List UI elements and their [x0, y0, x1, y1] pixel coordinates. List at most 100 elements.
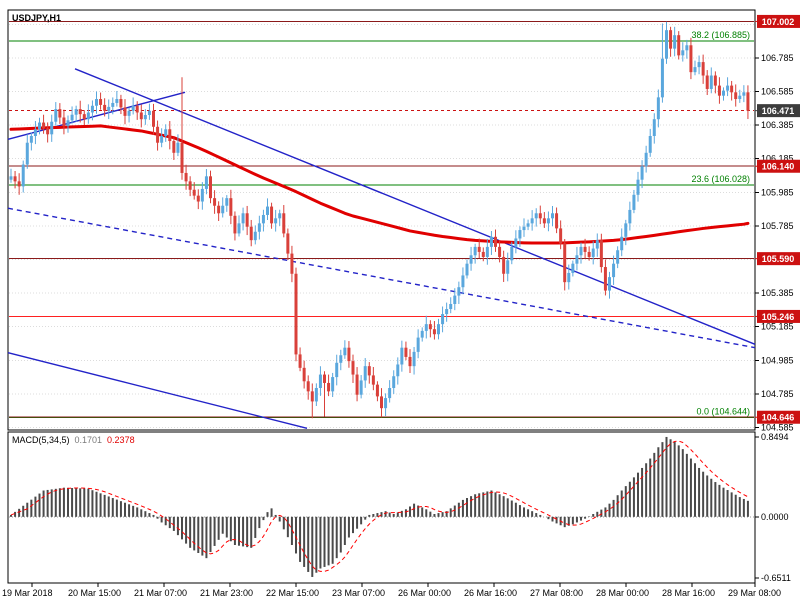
candle-body [616, 250, 620, 264]
candle-body [135, 105, 139, 113]
candle-body [245, 213, 249, 227]
candle-body [74, 109, 78, 115]
candle-body [583, 246, 587, 252]
macd-signal-value: 0.2378 [107, 435, 135, 445]
candle-body [412, 351, 416, 367]
candle-body [567, 272, 571, 283]
candle-body [388, 388, 392, 399]
candle-body [196, 195, 200, 202]
candle-body [538, 213, 542, 219]
candle-body [461, 275, 465, 288]
candle-body [599, 240, 603, 268]
candle-body [445, 309, 449, 315]
moving-average-line [9, 124, 750, 245]
candle-body [465, 263, 469, 276]
candle-body [249, 226, 253, 241]
candle-body [103, 104, 107, 111]
candle-body [335, 362, 339, 378]
candle-body [375, 384, 379, 397]
candle-body [571, 263, 575, 273]
candle-body [660, 58, 664, 98]
candle-body [551, 213, 554, 219]
candle-body [559, 228, 563, 244]
trendline [7, 352, 308, 429]
price-tick-label: 106.385 [761, 120, 794, 130]
time-axis-label: 26 Mar 16:00 [464, 588, 517, 598]
candle-body [722, 90, 725, 96]
candle-body [294, 273, 298, 355]
candle-body [742, 92, 746, 96]
candle-body [180, 142, 184, 173]
candle-body [453, 295, 457, 304]
candle-body [274, 218, 278, 224]
candle-body [396, 364, 400, 377]
candle-body [82, 114, 86, 120]
candle-body [673, 35, 677, 49]
candle-body [156, 126, 160, 143]
candle-body [331, 377, 335, 392]
candle-body [734, 92, 738, 100]
candle-body [685, 45, 689, 51]
candle-body [119, 99, 123, 108]
candle-body [738, 95, 742, 100]
candle-body [636, 179, 640, 195]
candle-body [697, 62, 701, 68]
candle-body [526, 223, 530, 227]
time-axis-label: 23 Mar 07:00 [332, 588, 385, 598]
candle-body [367, 366, 371, 376]
candle-body [143, 115, 147, 120]
candle-body [266, 206, 269, 215]
time-axis-label: 29 Mar 08:00 [728, 588, 781, 598]
candle-body [608, 277, 611, 291]
candle-body [172, 141, 176, 153]
candle-body [424, 324, 428, 331]
price-tick-label: 105.385 [761, 288, 794, 298]
candle-body [286, 233, 290, 254]
candle-body [62, 117, 66, 126]
candle-body [46, 128, 50, 135]
macd-signal-line [10, 440, 749, 572]
candle-body [502, 256, 506, 274]
candle-body [192, 189, 196, 196]
candle-body [351, 361, 355, 375]
macd-main-value: 0.1701 [74, 435, 103, 445]
candle-body [111, 102, 115, 107]
candle-body [270, 206, 274, 224]
price-badge [757, 14, 800, 28]
candle-body [730, 85, 734, 93]
candle-body [17, 181, 21, 187]
candle-body [428, 324, 432, 330]
candle-body [115, 99, 119, 103]
candle-body [363, 366, 367, 381]
candle-body [612, 263, 616, 278]
candle-body [420, 330, 424, 338]
candle-body [473, 246, 477, 256]
candle-body [278, 213, 282, 219]
main-chart-panel[interactable] [7, 9, 756, 431]
candle-body [384, 398, 388, 409]
candle-body [656, 97, 660, 120]
candle-body [70, 114, 74, 121]
time-axis-label: 28 Mar 16:00 [662, 588, 715, 598]
candle-body [9, 176, 13, 180]
candle-body [209, 176, 212, 199]
candle-body [371, 375, 375, 385]
candle-body [579, 246, 583, 256]
price-badge-label: 105.246 [762, 312, 795, 322]
candle-body [648, 136, 652, 153]
trendline [7, 91, 186, 141]
time-axis-label: 28 Mar 00:00 [596, 588, 649, 598]
candle-body [441, 314, 445, 325]
time-axis-label: 27 Mar 08:00 [530, 588, 583, 598]
candle-body [477, 246, 481, 252]
candle-body [498, 246, 502, 257]
candle-body [139, 112, 143, 120]
price-badge-label: 107.002 [762, 17, 795, 27]
candle-body [29, 136, 33, 143]
time-axis-label: 20 Mar 15:00 [68, 588, 121, 598]
candle-body [591, 248, 595, 257]
candle-body [624, 223, 628, 237]
candle-body [261, 214, 265, 224]
